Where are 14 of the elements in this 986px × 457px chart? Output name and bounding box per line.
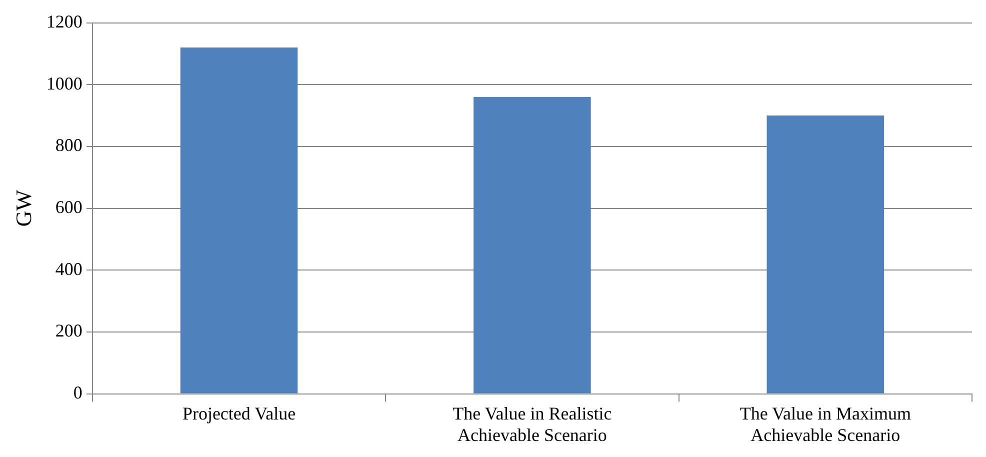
y-tick-label: 200 xyxy=(55,320,82,341)
y-axis-title: GW xyxy=(10,190,36,227)
bar xyxy=(180,48,298,394)
y-tick-label: 600 xyxy=(55,197,82,218)
y-tick-label: 0 xyxy=(73,382,82,403)
bar xyxy=(474,97,591,394)
x-tick-label: Projected Value xyxy=(182,403,296,424)
x-tick-label: The Value in Maximum Achievable Scenario xyxy=(740,403,911,445)
y-tick-label: 800 xyxy=(55,135,82,156)
y-tick-label: 400 xyxy=(55,258,82,279)
bar xyxy=(766,116,884,394)
y-tick-label: 1200 xyxy=(46,12,82,32)
x-tick-label: The Value in Realistic Achievable Scenario xyxy=(452,403,612,445)
y-tick-label: 1000 xyxy=(46,73,82,94)
